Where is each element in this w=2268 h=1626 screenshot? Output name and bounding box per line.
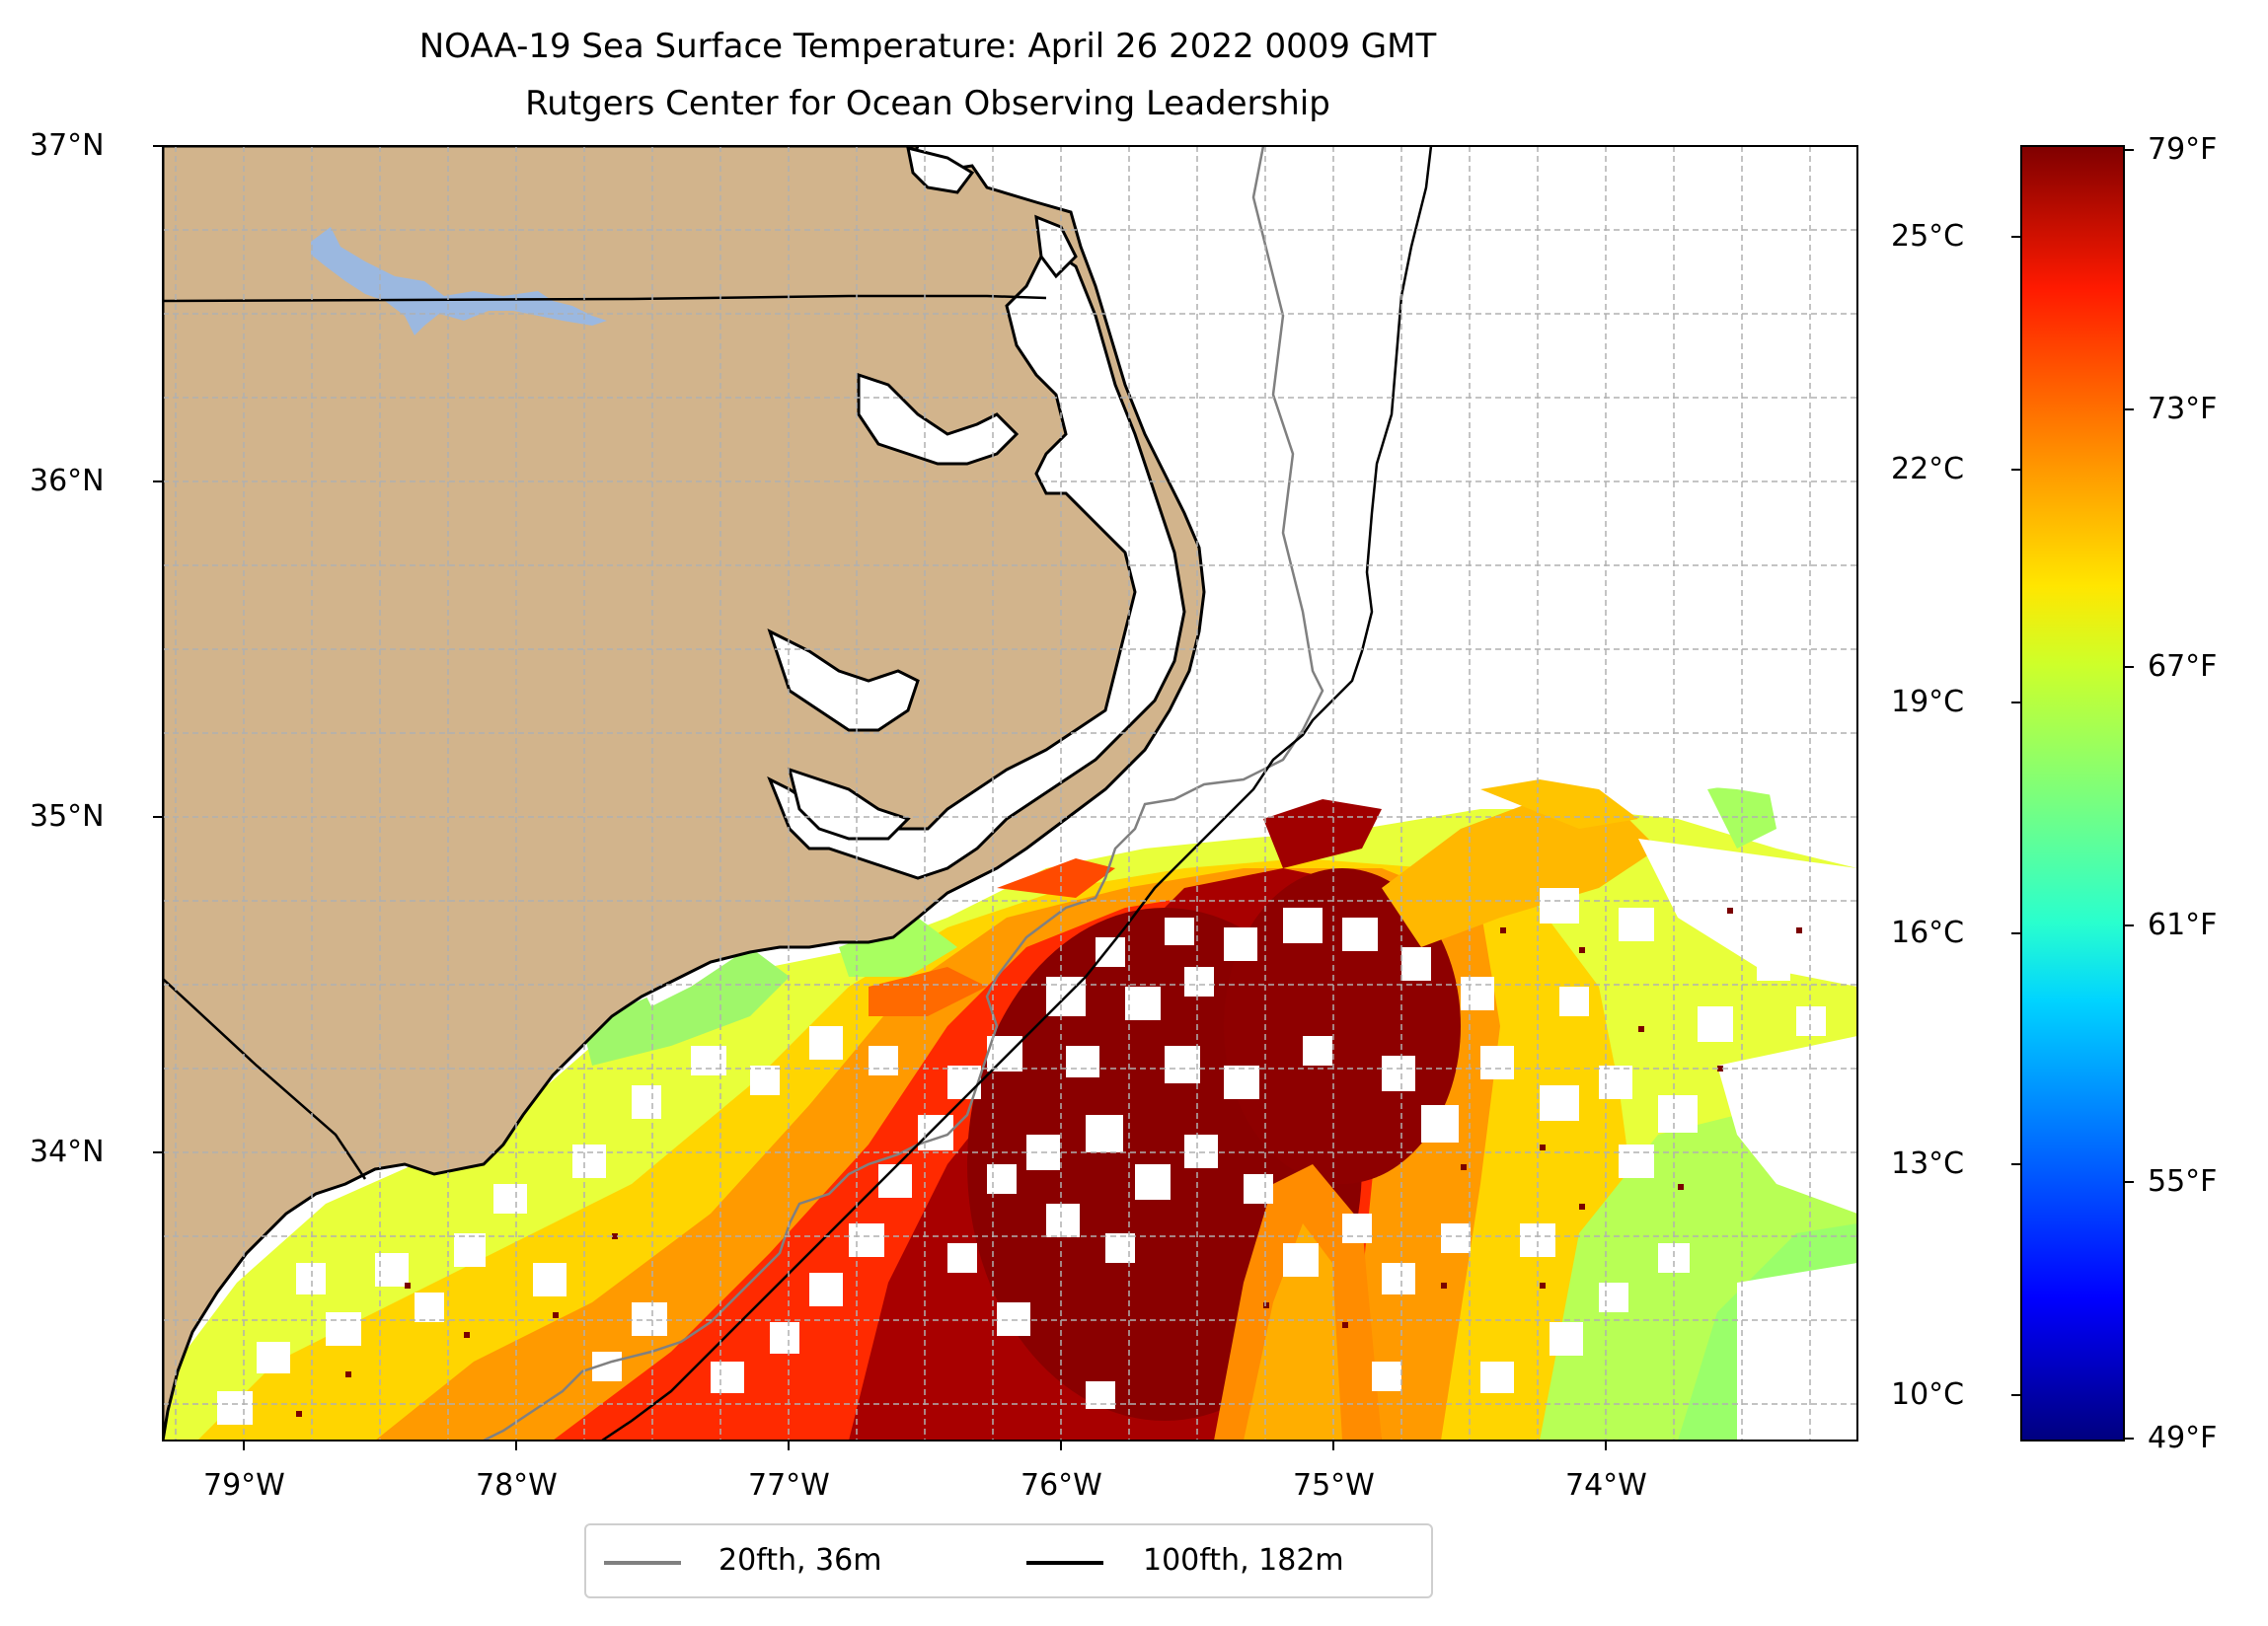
land-mass	[163, 146, 1206, 1441]
colorbar-fahrenheit-55: 55°F	[2148, 1164, 2218, 1199]
colorbar-celsius-19: 19°C	[1891, 685, 1965, 719]
map-area	[163, 146, 1857, 1441]
colorbar-fahrenheit-73: 73°F	[2148, 392, 2218, 426]
lon-label-78w: 78°W	[476, 1468, 558, 1503]
colorbar-celsius-13: 13°C	[1891, 1146, 1965, 1181]
map-frame	[162, 145, 1858, 1441]
colorbar-ticks	[2011, 149, 2134, 1440]
legend-label-100fth: 100fth, 182m	[1143, 1543, 1344, 1578]
gridlines	[163, 146, 1857, 1441]
legend-label-20fth: 20fth, 36m	[718, 1543, 882, 1578]
lat-label-37n: 37°N	[30, 128, 105, 163]
colorbar	[2020, 145, 2125, 1441]
legend-swatch-20fth	[604, 1561, 681, 1565]
colorbar-celsius-25: 25°C	[1891, 219, 1965, 254]
lake	[311, 227, 607, 335]
colorbar-fahrenheit-67: 67°F	[2148, 649, 2218, 684]
isobath-20fth	[483, 146, 1324, 1441]
lon-label-79w: 79°W	[203, 1468, 285, 1503]
colorbar-celsius-22: 22°C	[1891, 452, 1965, 486]
legend-swatch-100fth	[1026, 1561, 1103, 1565]
sc-border	[163, 978, 367, 1180]
axis-ticks	[153, 145, 1607, 1450]
lat-label-34n: 34°N	[30, 1135, 105, 1169]
colorbar-fahrenheit-79: 79°F	[2148, 132, 2218, 167]
lon-label-75w: 75°W	[1293, 1468, 1375, 1503]
colorbar-fahrenheit-61: 61°F	[2148, 908, 2218, 942]
lon-label-74w: 74°W	[1565, 1468, 1647, 1503]
lat-label-35n: 35°N	[30, 799, 105, 834]
map-title-line1: NOAA-19 Sea Surface Temperature: April 2…	[418, 27, 1437, 66]
lon-label-77w: 77°W	[748, 1468, 830, 1503]
legend: 20fth, 36m 100fth, 182m	[584, 1523, 1433, 1598]
lat-label-36n: 36°N	[30, 464, 105, 498]
colorbar-fahrenheit-49: 49°F	[2148, 1421, 2218, 1455]
lon-label-76w: 76°W	[1021, 1468, 1102, 1503]
colorbar-celsius-16: 16°C	[1891, 916, 1965, 950]
map-title-line2: Rutgers Center for Ocean Observing Leade…	[525, 84, 1330, 123]
colorbar-celsius-10: 10°C	[1891, 1377, 1965, 1412]
sst-speckles	[296, 908, 1802, 1417]
isobath-100fth	[601, 146, 1433, 1441]
state-border	[163, 294, 1047, 303]
